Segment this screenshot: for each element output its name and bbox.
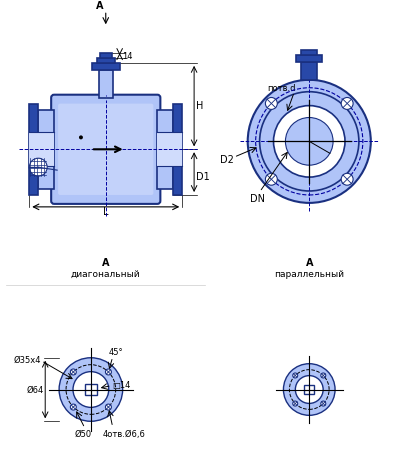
Circle shape — [106, 404, 111, 410]
Circle shape — [293, 401, 298, 406]
Text: потв.d: потв.d — [268, 84, 296, 93]
Circle shape — [274, 106, 345, 178]
Text: H: H — [196, 101, 203, 110]
Bar — [173, 104, 182, 196]
Bar — [38, 110, 54, 190]
Text: 14: 14 — [122, 52, 132, 62]
Text: A: A — [102, 258, 110, 268]
Circle shape — [284, 364, 335, 415]
Bar — [296, 56, 322, 63]
Text: D1: D1 — [196, 172, 210, 182]
Text: Ø50: Ø50 — [74, 429, 91, 438]
FancyBboxPatch shape — [51, 95, 161, 204]
Text: D2: D2 — [220, 155, 234, 165]
Text: DN: DN — [250, 194, 265, 203]
Circle shape — [321, 401, 326, 406]
Circle shape — [79, 136, 83, 140]
Circle shape — [70, 369, 76, 375]
Bar — [157, 133, 182, 167]
Circle shape — [293, 373, 298, 378]
Circle shape — [29, 159, 47, 177]
Bar — [92, 64, 120, 71]
FancyBboxPatch shape — [58, 104, 153, 196]
Circle shape — [73, 372, 109, 408]
Circle shape — [70, 404, 76, 410]
Text: L: L — [103, 207, 108, 216]
Bar — [157, 110, 173, 190]
Bar — [304, 385, 314, 395]
Text: Ø35x4: Ø35x4 — [14, 355, 41, 364]
Circle shape — [285, 118, 333, 166]
Circle shape — [260, 93, 359, 191]
Circle shape — [59, 358, 123, 421]
Bar — [29, 104, 38, 196]
Circle shape — [260, 93, 359, 191]
Text: A: A — [306, 258, 313, 268]
Text: Ø64: Ø64 — [27, 385, 44, 394]
Circle shape — [295, 376, 323, 403]
Bar — [100, 54, 112, 59]
Bar — [99, 71, 113, 99]
Text: 4отв.Ø6,6: 4отв.Ø6,6 — [103, 429, 146, 438]
Circle shape — [341, 174, 353, 186]
Bar — [85, 384, 97, 396]
Circle shape — [106, 369, 111, 375]
Text: параллельный: параллельный — [274, 270, 344, 279]
Circle shape — [248, 81, 371, 203]
Text: A: A — [96, 1, 103, 11]
Circle shape — [265, 98, 277, 110]
Circle shape — [341, 98, 353, 110]
Text: диагональный: диагональный — [71, 270, 141, 279]
Text: □14: □14 — [113, 380, 131, 389]
Bar — [97, 59, 115, 64]
Text: 45°: 45° — [109, 347, 123, 356]
Circle shape — [265, 174, 277, 186]
Bar — [29, 133, 54, 167]
Circle shape — [321, 373, 326, 378]
Bar — [301, 51, 317, 56]
Bar — [301, 63, 317, 81]
